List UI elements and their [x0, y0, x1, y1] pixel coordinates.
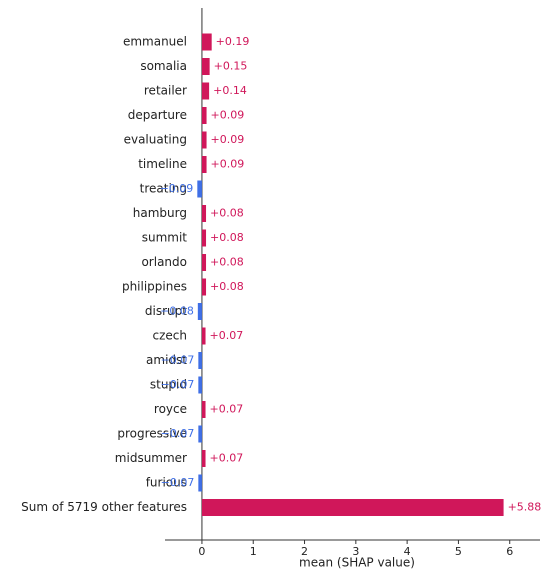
y-tick-label: orlando: [141, 255, 187, 269]
bar: [201, 33, 212, 51]
y-tick-label: treating: [140, 182, 187, 196]
y-tick-label: departure: [128, 108, 187, 122]
y-tick-label: Sum of 5719 other features: [21, 500, 187, 514]
value-label: −0.07: [161, 427, 195, 440]
bar: [201, 499, 504, 516]
x-axis-label: mean (SHAP value): [299, 556, 415, 570]
value-label: +0.09: [211, 109, 245, 122]
bar: [201, 401, 206, 418]
value-label: +0.09: [211, 133, 245, 146]
bar: [198, 352, 202, 369]
bar: [201, 107, 207, 124]
bar: [201, 156, 207, 173]
x-tick-label: 4: [404, 545, 411, 558]
bar: [201, 254, 207, 271]
value-label: +0.07: [210, 329, 244, 342]
x-tick-label: 3: [352, 545, 359, 558]
value-label: +0.08: [210, 231, 244, 244]
bar: [201, 229, 207, 247]
y-tick-label: stupid: [150, 378, 187, 392]
y-tick-label: summit: [142, 231, 188, 245]
value-label: +0.15: [214, 60, 248, 73]
value-label: −0.09: [160, 182, 194, 195]
y-tick-label: czech: [153, 329, 187, 343]
x-tick-label: 5: [455, 545, 462, 558]
value-label: −0.07: [161, 476, 195, 489]
x-tick-label: 2: [301, 545, 308, 558]
value-label: −0.08: [160, 305, 194, 318]
y-tick-label: royce: [154, 402, 187, 416]
bar: [198, 474, 202, 492]
value-label: +5.88: [508, 501, 542, 514]
value-label: −0.07: [161, 354, 195, 367]
y-tick-label: progressive: [117, 427, 187, 441]
y-tick-label: hamburg: [133, 206, 187, 220]
bar: [198, 425, 202, 443]
x-tick-label: 1: [250, 545, 257, 558]
y-tick-label: timeline: [138, 157, 187, 171]
value-label: +0.14: [213, 84, 247, 97]
bar: [201, 58, 210, 75]
value-label: +0.07: [210, 403, 244, 416]
y-tick-label: midsummer: [115, 451, 187, 465]
value-label: −0.07: [161, 378, 195, 391]
y-tick-label: amidst: [146, 353, 187, 367]
x-tick-label: 0: [198, 545, 205, 558]
y-tick-label: emmanuel: [123, 35, 187, 49]
bar: [201, 278, 207, 296]
x-tick-label: 6: [506, 545, 513, 558]
bar: [201, 82, 210, 100]
bar: [201, 450, 206, 467]
y-tick-label: somalia: [140, 59, 187, 73]
bar: [197, 180, 202, 198]
value-label: +0.09: [211, 158, 245, 171]
y-tick-label: philippines: [122, 280, 187, 294]
y-tick-label: evaluating: [124, 133, 187, 147]
bar: [201, 205, 207, 222]
y-tick-label: retailer: [144, 84, 187, 98]
bar: [201, 327, 206, 345]
value-label: +0.08: [210, 280, 244, 293]
value-label: +0.08: [210, 256, 244, 269]
value-label: +0.19: [216, 35, 250, 48]
value-label: +0.07: [210, 452, 244, 465]
y-tick-label: disrupt: [145, 304, 187, 318]
value-label: +0.08: [210, 207, 244, 220]
bar: [201, 131, 207, 149]
bar: [198, 376, 202, 394]
bar: [197, 303, 202, 320]
y-tick-label: furious: [146, 476, 187, 490]
